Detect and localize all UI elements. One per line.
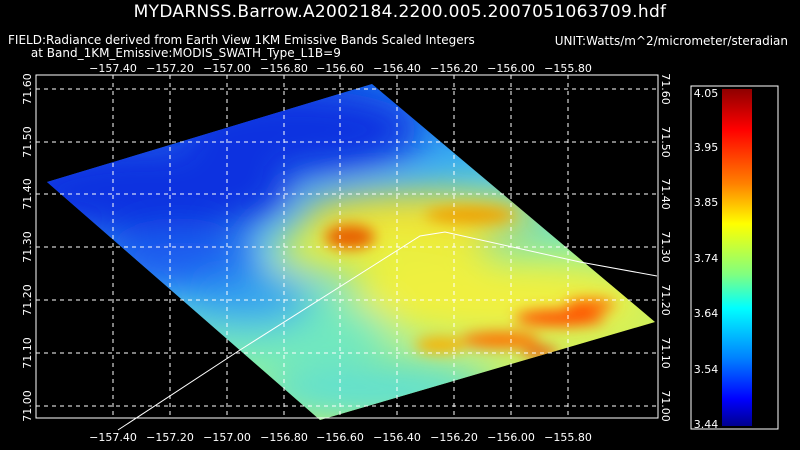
colorbar-ramp — [722, 89, 752, 426]
top-lon-tick: −157.20 — [146, 62, 194, 75]
right-lat-labels: 71.00 71.10 71.20 71.30 71.40 71.50 71.6… — [659, 73, 672, 422]
left-lat-tick: 71.60 — [21, 73, 34, 105]
right-lat-tick: 71.50 — [659, 126, 672, 158]
left-lat-labels: 71.00 71.10 71.20 71.30 71.40 71.50 71.6… — [21, 73, 34, 422]
colorbar-label: 3.74 — [694, 252, 719, 265]
top-lon-tick: −157.00 — [203, 62, 251, 75]
right-lat-tick: 71.10 — [659, 337, 672, 369]
bottom-lon-tick: −157.40 — [89, 431, 137, 444]
bottom-lon-tick: −155.80 — [544, 431, 592, 444]
right-lat-tick: 71.30 — [659, 231, 672, 263]
right-lat-tick: 71.40 — [659, 178, 672, 210]
bottom-lon-tick: −156.60 — [316, 431, 364, 444]
bottom-lon-tick: −157.20 — [146, 431, 194, 444]
top-lon-labels: −157.40 −157.20 −157.00 −156.80 −156.60 … — [89, 62, 592, 75]
left-lat-tick: 71.50 — [21, 126, 34, 158]
top-lon-tick: −155.80 — [544, 62, 592, 75]
top-lon-tick: −157.40 — [89, 62, 137, 75]
colorbar-label: 3.64 — [694, 307, 719, 320]
colorbar-label: 3.85 — [694, 196, 719, 209]
top-lon-tick: −156.00 — [487, 62, 535, 75]
left-lat-tick: 71.20 — [21, 284, 34, 316]
top-lon-tick: −156.20 — [430, 62, 478, 75]
bottom-lon-tick: −156.20 — [430, 431, 478, 444]
right-lat-tick: 71.20 — [659, 284, 672, 316]
colorbar-label: 3.54 — [694, 363, 719, 376]
top-lon-tick: −156.80 — [260, 62, 308, 75]
colorbar-label: 4.05 — [694, 87, 719, 100]
radiance-swath — [0, 60, 700, 440]
left-lat-tick: 71.40 — [21, 178, 34, 210]
right-lat-tick: 71.00 — [659, 390, 672, 422]
left-lat-tick: 71.10 — [21, 337, 34, 369]
bottom-lon-tick: −157.00 — [203, 431, 251, 444]
bottom-lon-tick: −156.40 — [373, 431, 421, 444]
top-lon-tick: −156.60 — [316, 62, 364, 75]
colorbar-label: 3.44 — [694, 418, 719, 431]
bottom-lon-tick: −156.00 — [487, 431, 535, 444]
bottom-lon-tick: −156.80 — [260, 431, 308, 444]
bottom-lon-labels: −157.40 −157.20 −157.00 −156.80 −156.60 … — [89, 431, 592, 444]
top-lon-tick: −156.40 — [373, 62, 421, 75]
right-lat-tick: 71.60 — [659, 73, 672, 105]
colorbar-label: 3.95 — [694, 141, 719, 154]
left-lat-tick: 71.30 — [21, 231, 34, 263]
left-lat-tick: 71.00 — [21, 390, 34, 422]
colorbar: 4.05 3.95 3.85 3.74 3.64 3.54 3.44 — [691, 86, 778, 431]
